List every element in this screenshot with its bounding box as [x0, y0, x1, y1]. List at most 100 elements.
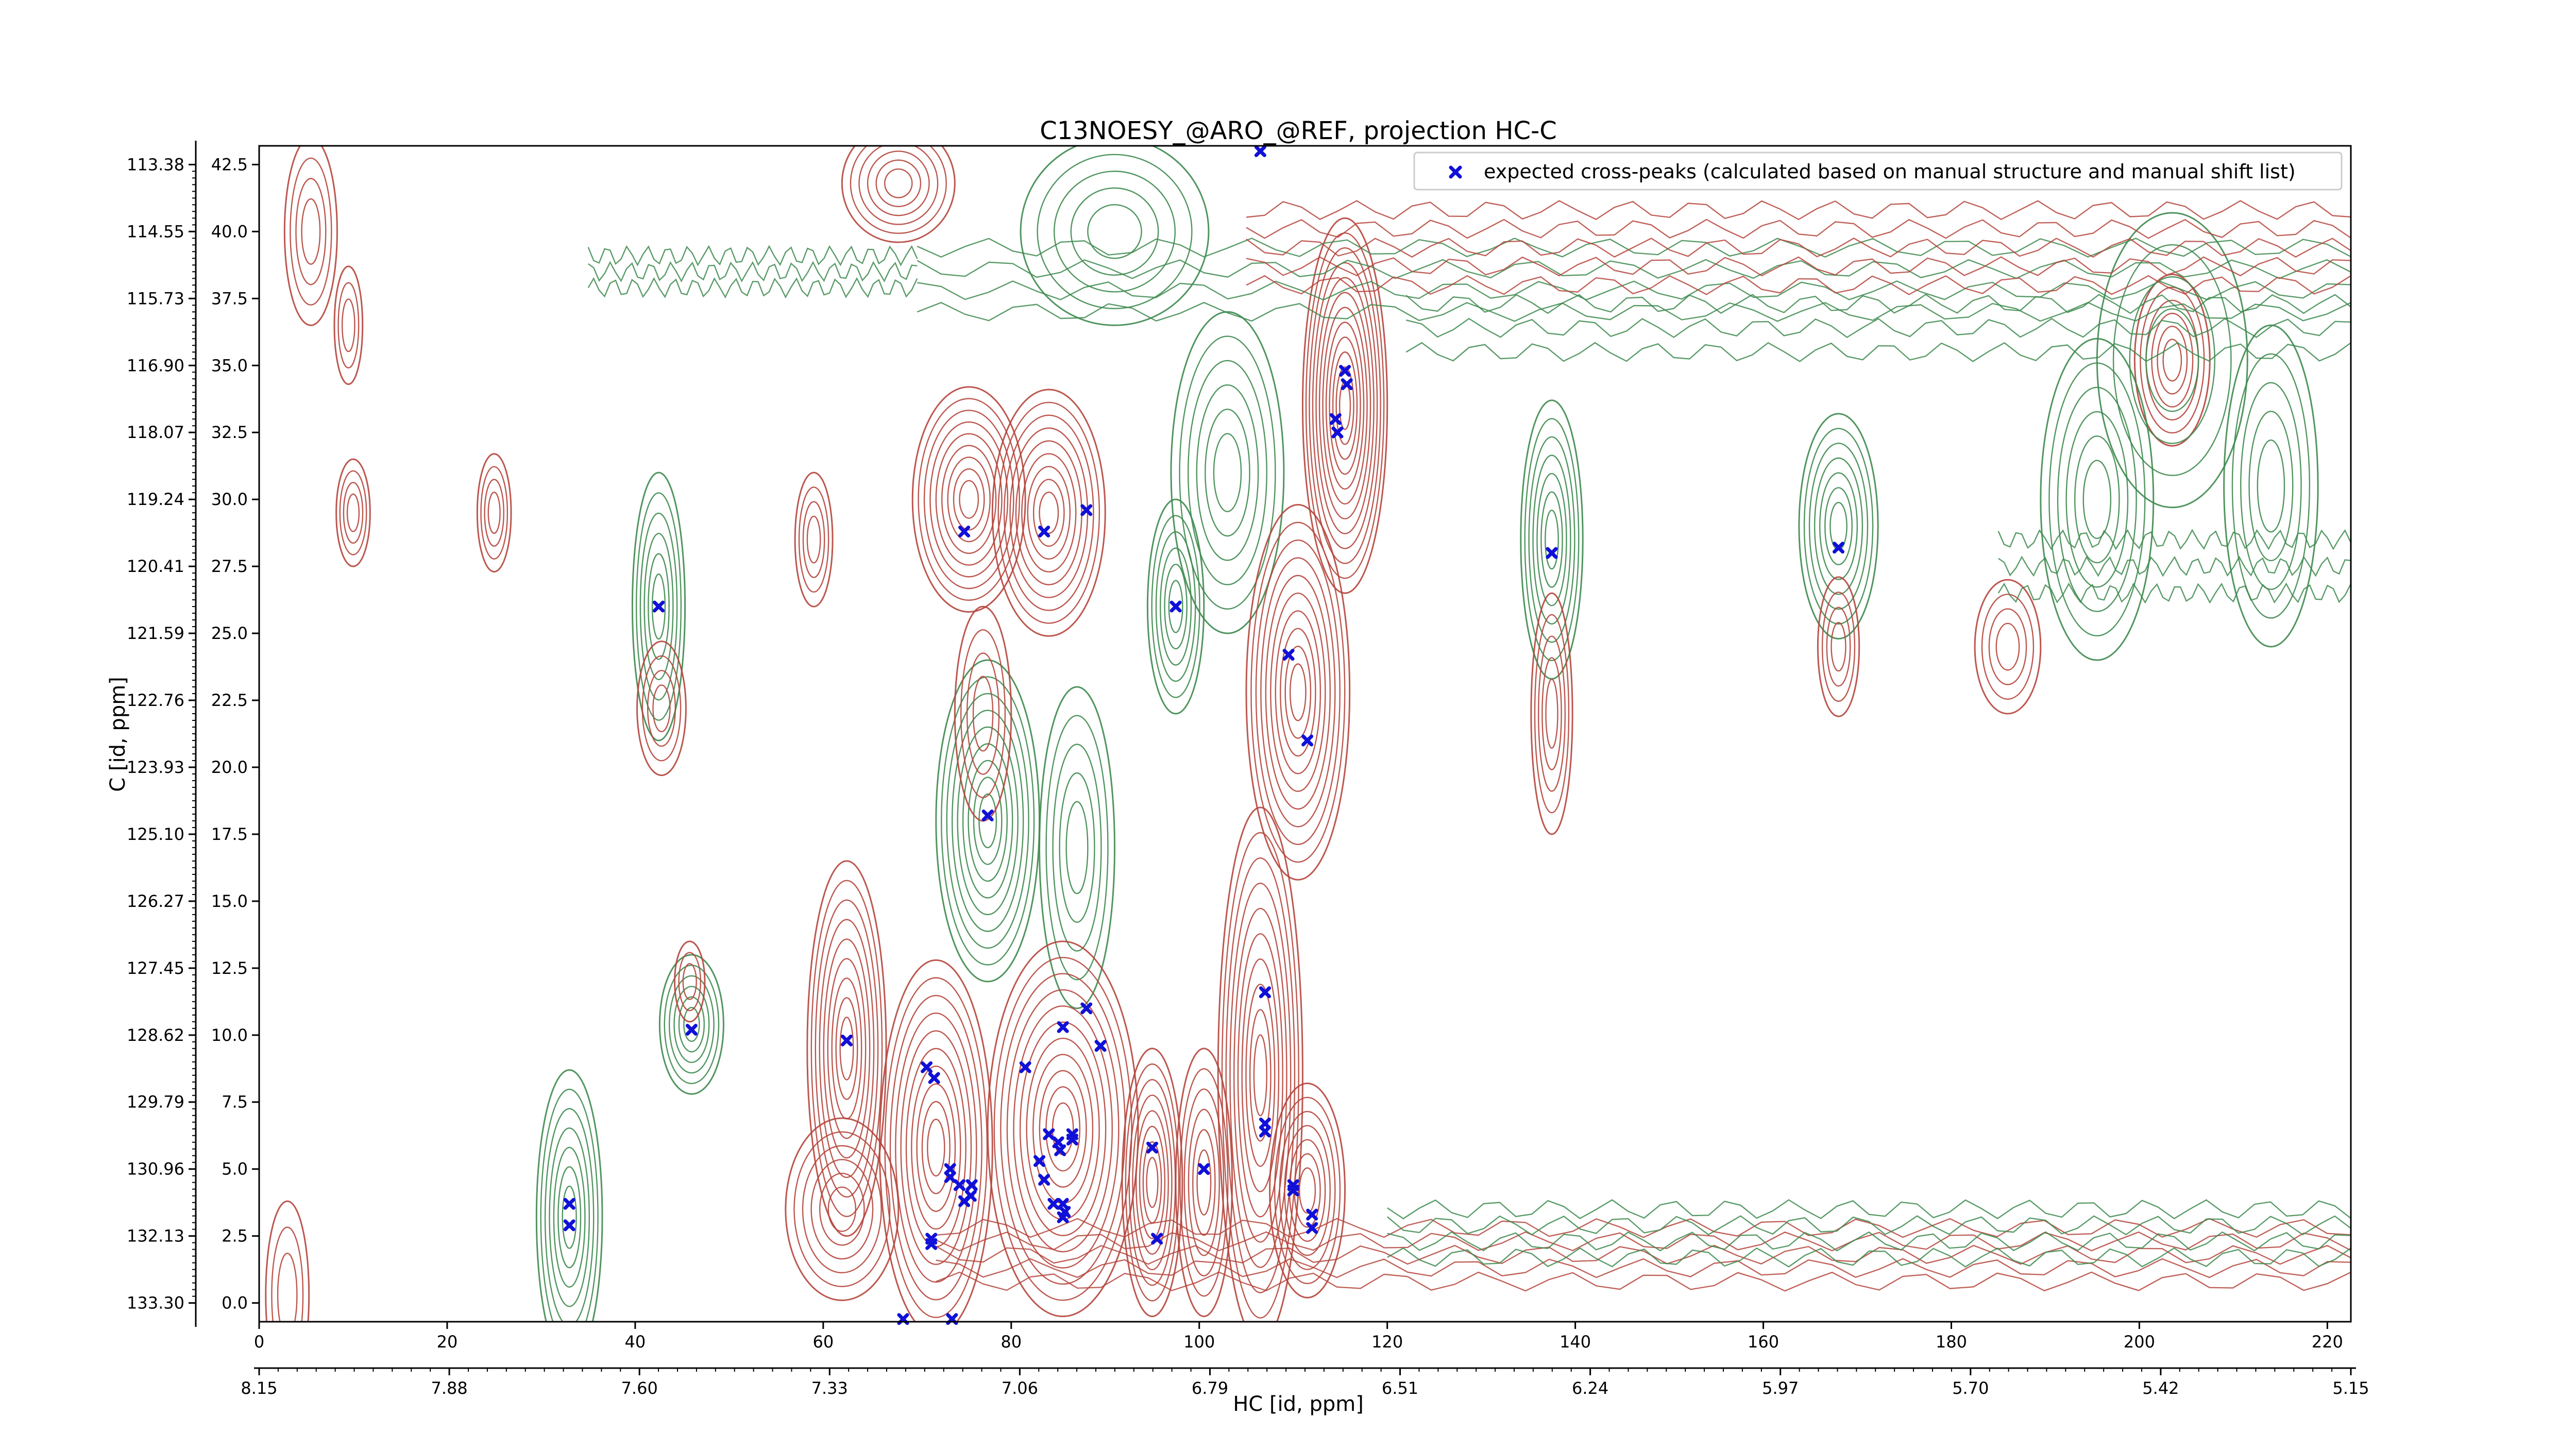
contour-line: [1196, 1149, 1212, 1216]
contour-line: [1332, 351, 1358, 460]
contour-line: [1183, 1088, 1225, 1277]
contour-line: [1003, 414, 1094, 611]
contour-line: [1136, 1110, 1169, 1255]
cross-peak-point: [1306, 1222, 1318, 1234]
marker-stroke: [1054, 1144, 1066, 1156]
contour-line: [643, 533, 674, 681]
y-index-tick-label: 12.5: [211, 958, 248, 978]
contour-line: [966, 652, 1000, 775]
contour-line: [1284, 1125, 1331, 1256]
contour-line: [1039, 1070, 1087, 1188]
contour-line: [1168, 580, 1183, 633]
contour-line: [957, 726, 1019, 916]
marker-stroke: [1094, 1040, 1107, 1052]
contour-line: [927, 1118, 945, 1177]
contour-line: [978, 793, 997, 849]
contour-line: [639, 512, 678, 701]
contour-line: [987, 940, 1139, 1318]
contour-line: [1821, 592, 1856, 702]
cross-peak-point: [563, 1219, 575, 1232]
contour-line: [682, 963, 697, 1000]
contour-line: [1274, 1097, 1341, 1285]
x-ppm-tick-label: 5.42: [2142, 1378, 2179, 1398]
contour-line: [476, 453, 512, 573]
cross-peak-point: [1259, 1125, 1271, 1138]
contour-line: [2162, 339, 2182, 382]
contour-line: [1125, 1063, 1180, 1302]
cross-peak-point: [1341, 378, 1353, 391]
contour-line: [1037, 154, 1193, 309]
contour-line: [1808, 443, 1869, 610]
contour-ridge: [1387, 1231, 2351, 1252]
contour-line: [2157, 326, 2188, 395]
contour-ridge: [936, 1231, 2351, 1252]
cross-peak-point: [1146, 1141, 1158, 1154]
marker-stroke: [840, 1034, 853, 1047]
contour-ridge: [1246, 256, 2351, 277]
cross-peak-point: [1282, 649, 1295, 661]
contour-line: [1798, 413, 1879, 639]
cross-peak-point: [1287, 1184, 1299, 1197]
marker-stroke: [1198, 1163, 1210, 1175]
contour-line: [946, 693, 1029, 949]
contour-line: [1974, 579, 2042, 715]
contour-line: [1528, 436, 1575, 643]
contour-line: [535, 1069, 603, 1322]
cross-peak-point: [944, 1171, 956, 1183]
contour-line: [480, 466, 509, 560]
contour-line: [678, 952, 702, 1012]
marker-stroke: [925, 1238, 938, 1250]
contour-line: [1537, 635, 1566, 792]
contour-line: [1175, 1048, 1233, 1318]
x-ppm-tick-label: 5.15: [2332, 1378, 2369, 1398]
cross-peak-point: [1054, 1144, 1066, 1156]
marker-stroke: [1057, 1021, 1069, 1033]
contour-line: [295, 178, 327, 285]
legend: expected cross-peaks (calculated based o…: [1413, 151, 2343, 191]
cross-peak-point: [1331, 426, 1344, 439]
contour-line: [918, 398, 1020, 601]
marker-stroke: [1339, 365, 1351, 377]
contour-line: [1305, 232, 1385, 579]
contour-line: [678, 996, 705, 1053]
contour-line: [972, 676, 994, 752]
contour-line: [823, 938, 871, 1159]
x-index-tick-label: 80: [1001, 1332, 1022, 1352]
contour-line: [921, 1101, 951, 1194]
contour-line: [875, 159, 922, 208]
x-ppm-tick-label: 6.79: [1192, 1378, 1228, 1398]
contour-line: [2145, 308, 2199, 412]
contour-line: [1814, 457, 1863, 595]
contour-line: [1139, 1125, 1166, 1239]
contour-line: [815, 899, 879, 1198]
contour-line: [1995, 622, 2020, 671]
contour-line: [941, 676, 1035, 966]
contour-line: [1545, 510, 1559, 570]
contour-line: [1981, 594, 2035, 700]
contour-line: [827, 958, 867, 1139]
contour-line: [683, 1007, 700, 1042]
contour-line: [1250, 521, 1346, 863]
contour-line: [947, 457, 991, 543]
cross-peak-point: [928, 1072, 940, 1084]
contour-ridge: [587, 277, 918, 299]
contour-line: [991, 389, 1106, 637]
contour-line: [1233, 907, 1287, 1243]
x-ppm-tick-label: 7.88: [431, 1378, 467, 1398]
cross-peak-point: [1047, 1198, 1060, 1210]
contour-line: [647, 669, 676, 747]
y-ppm-tick-label: 132.13: [127, 1226, 184, 1246]
contour-line: [1205, 409, 1250, 537]
contour-line: [2074, 435, 2120, 564]
y-ppm-tick-label: 127.45: [127, 958, 184, 978]
contour-line: [968, 760, 1008, 882]
x-index-tick-label: 40: [625, 1332, 646, 1352]
cross-peak-point: [1306, 1208, 1318, 1221]
cross-peak-markers: [563, 145, 1845, 1325]
contour-line: [1032, 479, 1065, 547]
cross-peak-point: [1094, 1040, 1107, 1052]
x-index-tick-label: 160: [1748, 1332, 1779, 1352]
contour-line: [2048, 362, 2146, 636]
contour-line: [1146, 498, 1205, 715]
